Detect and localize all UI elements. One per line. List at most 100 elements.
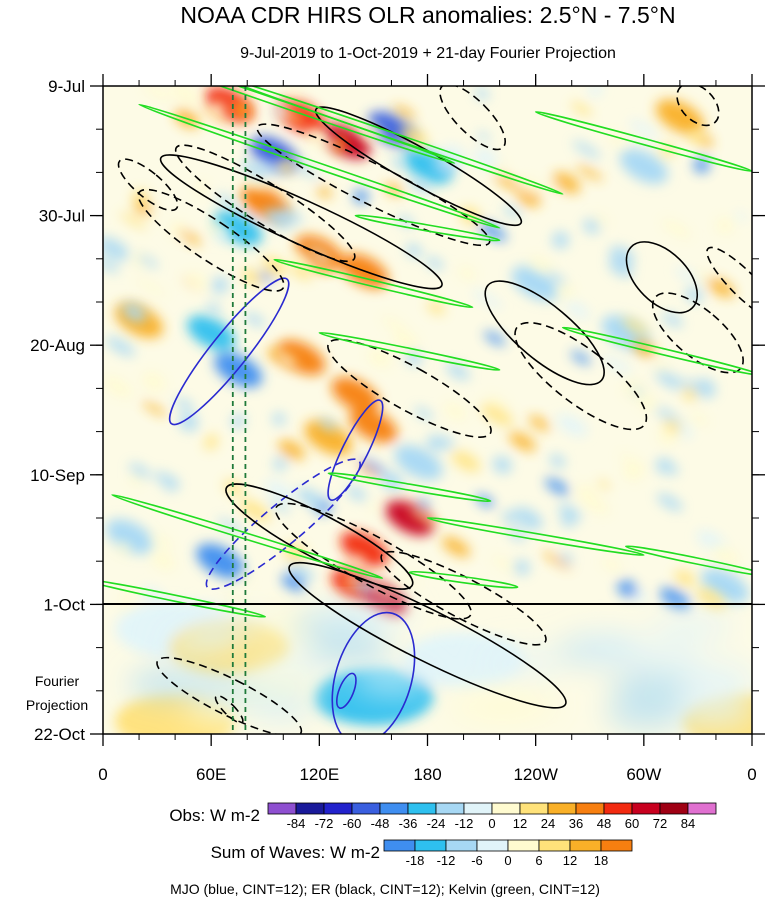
mjo-contour — [168, 277, 290, 426]
noise-speck — [513, 559, 530, 575]
obs-colorbar-tick-label: -12 — [455, 816, 474, 831]
noise-speck — [662, 312, 683, 327]
noise-speck — [427, 301, 445, 315]
noise-speck — [185, 272, 210, 290]
noise-speck — [393, 105, 416, 120]
obs-colorbar-tick-label: 0 — [488, 816, 495, 831]
noise-speck — [319, 418, 337, 431]
noise-speck — [226, 592, 248, 607]
anomaly-blob — [277, 99, 326, 135]
y-tick-label: 20-Aug — [30, 336, 85, 355]
anomaly-blob — [403, 631, 524, 688]
kelvin-contour — [327, 472, 492, 503]
waves-colorbar-tick-label: 6 — [535, 853, 542, 868]
obs-colorbar-tick-label: -60 — [343, 816, 362, 831]
noise-speck — [685, 287, 703, 303]
noise-speck — [137, 254, 159, 268]
noise-speck — [426, 434, 444, 452]
waves-colorbar-tick-label: 0 — [504, 853, 511, 868]
x-tick-label: 60E — [196, 765, 226, 784]
noise-speck — [477, 131, 491, 141]
er-contour — [156, 656, 303, 734]
er-contour — [288, 561, 567, 709]
noise-speck — [317, 186, 332, 198]
kelvin-contour — [354, 214, 501, 242]
noise-speck — [128, 463, 151, 479]
colorbar-box — [491, 802, 521, 815]
noise-speck — [284, 543, 307, 563]
noise-speck — [655, 457, 673, 474]
noise-speck — [663, 419, 684, 435]
noise-speck — [451, 450, 481, 472]
noise-speck — [231, 413, 245, 429]
mjo-contour — [327, 399, 384, 501]
noise-speck — [491, 555, 519, 573]
noise-speck — [291, 264, 313, 280]
noise-speck — [142, 401, 167, 417]
colorbar-box — [445, 839, 478, 852]
noise-speck — [655, 370, 684, 390]
noise-speck — [475, 88, 489, 100]
noise-speck — [608, 259, 633, 278]
er-contour — [380, 550, 547, 646]
colorbar-box — [575, 802, 605, 815]
er-contour — [514, 321, 648, 431]
noise-speck — [497, 519, 515, 532]
noise-speck — [296, 487, 325, 508]
noise-speck — [571, 102, 593, 116]
noise-speck — [215, 229, 230, 243]
noise-speck — [414, 407, 434, 420]
anomaly-blob — [331, 377, 380, 412]
noise-speck — [556, 414, 588, 437]
anomaly-noise — [103, 86, 748, 611]
anomaly-blob — [196, 543, 245, 579]
noise-speck — [272, 412, 286, 426]
noise-speck — [241, 269, 263, 286]
noise-speck — [622, 318, 649, 335]
projection-label-line-1: Fourier — [35, 673, 80, 689]
colorbar-box — [631, 802, 661, 815]
projection-speck — [159, 624, 240, 657]
noise-speck — [103, 376, 133, 398]
noise-speck — [674, 267, 704, 286]
colorbar-box — [323, 802, 353, 815]
noise-speck — [508, 431, 536, 452]
obs-colorbar-tick-label: -72 — [315, 816, 334, 831]
noise-speck — [117, 542, 130, 555]
colorbar-box — [538, 839, 571, 852]
obs-colorbar: -84 -72 -60 -48 -36 -24 -12 0 12 24 36 48 60 72 84 — [267, 802, 717, 831]
kelvin-contour — [103, 578, 267, 618]
noise-speck — [690, 412, 709, 426]
noise-speck — [689, 130, 704, 144]
noise-speck — [351, 555, 364, 567]
noise-speck — [493, 173, 522, 192]
kelvin-contour — [138, 103, 501, 229]
mjo-contours — [168, 277, 416, 734]
noise-speck — [472, 289, 503, 309]
x-tick-label: 180 — [413, 765, 441, 784]
plot-area — [103, 86, 752, 734]
noise-speck — [552, 172, 581, 194]
er-contour — [625, 241, 699, 314]
noise-speck — [565, 301, 590, 319]
projection-field — [128, 599, 752, 730]
kelvin-contours — [103, 86, 752, 618]
reference-longitude-lines — [231, 86, 247, 734]
noise-speck — [204, 434, 218, 450]
noise-speck — [402, 575, 418, 586]
waves-colorbar-tick-label: 18 — [594, 853, 608, 868]
noise-speck — [263, 208, 292, 230]
noise-speck — [258, 271, 273, 282]
waves-colorbar-tick-label: -18 — [406, 853, 425, 868]
projection-label-line-2: Projection — [26, 697, 88, 713]
noise-speck — [119, 212, 147, 229]
waves-colorbar-tick-label: 12 — [563, 853, 577, 868]
noise-speck — [694, 378, 716, 398]
colorbar-box — [414, 839, 447, 852]
anomaly-blob — [619, 148, 668, 184]
y-tick-label: 22-Oct — [34, 725, 85, 744]
x-tick-label: 120E — [299, 765, 339, 784]
colorbar-box — [600, 839, 633, 852]
projection-speck — [605, 697, 686, 730]
noise-speck — [477, 221, 507, 241]
